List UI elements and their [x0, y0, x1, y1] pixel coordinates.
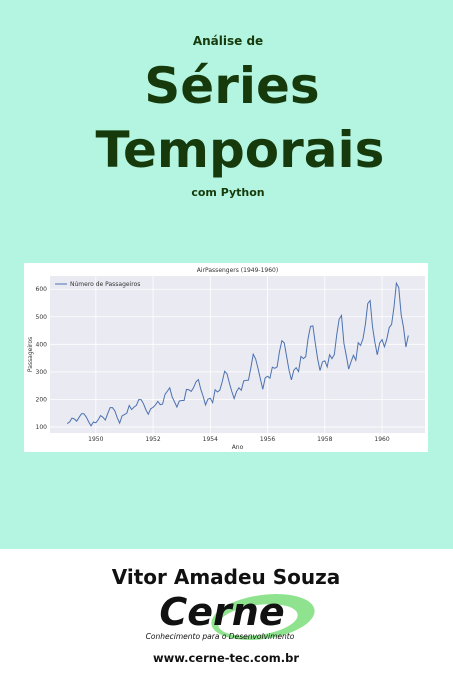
- y-tick-label: 600: [36, 286, 48, 293]
- chart-title: AirPassengers (1949-1960): [197, 267, 278, 274]
- logo: Cerne: [159, 590, 284, 634]
- x-tick-label: 1956: [260, 436, 275, 443]
- y-tick-label: 500: [36, 314, 48, 321]
- tagline: Conhecimento para o Desenvolvimento: [146, 632, 295, 641]
- y-tick-label: 200: [36, 396, 48, 403]
- author: Vitor Amadeu Souza: [112, 565, 341, 589]
- x-axis-label: Ano: [232, 444, 244, 451]
- x-tick-label: 1958: [317, 436, 332, 443]
- subtitle: com Python: [191, 186, 264, 199]
- series-line: [66, 281, 409, 427]
- x-tick-label: 1960: [374, 436, 389, 443]
- y-axis-label: Passageiros: [27, 337, 34, 372]
- x-tick-label: 1954: [203, 436, 218, 443]
- y-tick-label: 100: [36, 424, 48, 431]
- y-tick-label: 300: [36, 369, 48, 376]
- y-tick-label: 400: [36, 341, 48, 348]
- x-tick-label: 1950: [88, 436, 103, 443]
- x-tick-label: 1952: [145, 436, 160, 443]
- kicker: Análise de: [193, 34, 263, 48]
- legend-label: Número de Passageiros: [70, 281, 140, 288]
- title-line: Temporais: [96, 121, 385, 179]
- plot-area: [50, 276, 425, 433]
- logo-swoosh-inner: [218, 604, 298, 636]
- title-line: Séries: [144, 57, 319, 115]
- website: www.cerne-tec.com.br: [153, 651, 299, 665]
